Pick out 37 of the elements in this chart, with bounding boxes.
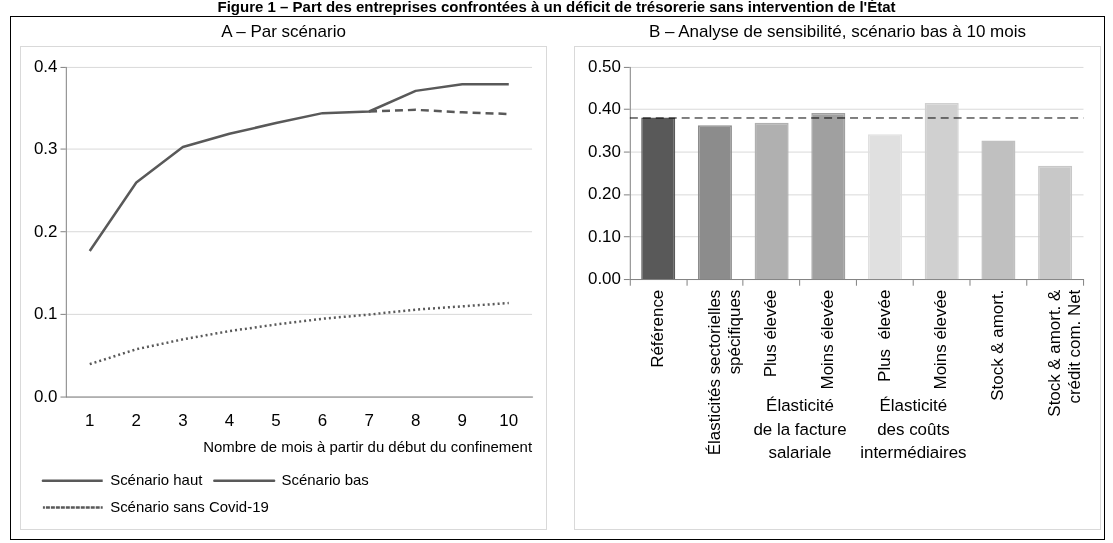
text: Élasticité de la facture salariale bbox=[753, 395, 847, 463]
legend-label: Scénario sans Covid-19 bbox=[110, 497, 269, 515]
y-tick-label: 0.20 bbox=[587, 184, 621, 204]
x-tick-label: 6 bbox=[317, 410, 328, 430]
x-tick-label: Stock & amort. & crédit com. Net bbox=[1044, 289, 1085, 417]
x-tick-label: 2 bbox=[131, 410, 142, 430]
x-tick-label: 9 bbox=[457, 410, 467, 430]
legend-label: Scénario haut bbox=[110, 470, 204, 488]
legend-label: Scénario bas bbox=[281, 470, 369, 488]
y-tick-label: 0.1 bbox=[33, 304, 58, 324]
x-tick-label: Plus élevée bbox=[874, 289, 894, 382]
y-tick-label: 0.30 bbox=[587, 141, 621, 161]
x-tick-label: 5 bbox=[271, 410, 281, 430]
chart-title: B – Analyse de sensibilité, scénario bas à 10 mois bbox=[647, 21, 1027, 43]
x-tick-label: Moins élevée bbox=[931, 289, 951, 390]
y-tick-label: 0.50 bbox=[587, 56, 621, 76]
x-tick-label: 7 bbox=[364, 410, 374, 430]
x-axis-title: Nombre de mois à partir du début du confinement bbox=[203, 438, 533, 456]
x-tick-label: 4 bbox=[224, 410, 235, 430]
y-tick-label: 0.0 bbox=[33, 386, 58, 406]
text: Élasticité des coûts intermédiaires bbox=[860, 395, 967, 463]
y-tick-label: 0.2 bbox=[33, 221, 58, 241]
x-tick-label: 8 bbox=[410, 410, 421, 430]
y-tick-label: 0.3 bbox=[33, 139, 58, 159]
x-tick-label: 1 bbox=[85, 410, 95, 430]
x-tick-label: Moins élevée bbox=[817, 289, 837, 390]
chart-title: A – Par scénario bbox=[220, 21, 347, 43]
x-tick-label: Stock & amort. bbox=[988, 289, 1008, 401]
x-tick-label: Plus élevée bbox=[761, 289, 781, 378]
x-tick-label: Élasticités sectorielles spécifiques bbox=[704, 289, 744, 456]
y-tick-label: 0.4 bbox=[33, 56, 58, 76]
x-tick-label: 10 bbox=[499, 410, 519, 430]
x-tick-label: 3 bbox=[178, 410, 188, 430]
x-tick-label: Référence bbox=[647, 289, 667, 368]
y-tick-label: 0.00 bbox=[587, 269, 621, 289]
y-tick-label: 0.40 bbox=[587, 99, 621, 119]
y-tick-label: 0.10 bbox=[587, 226, 621, 246]
